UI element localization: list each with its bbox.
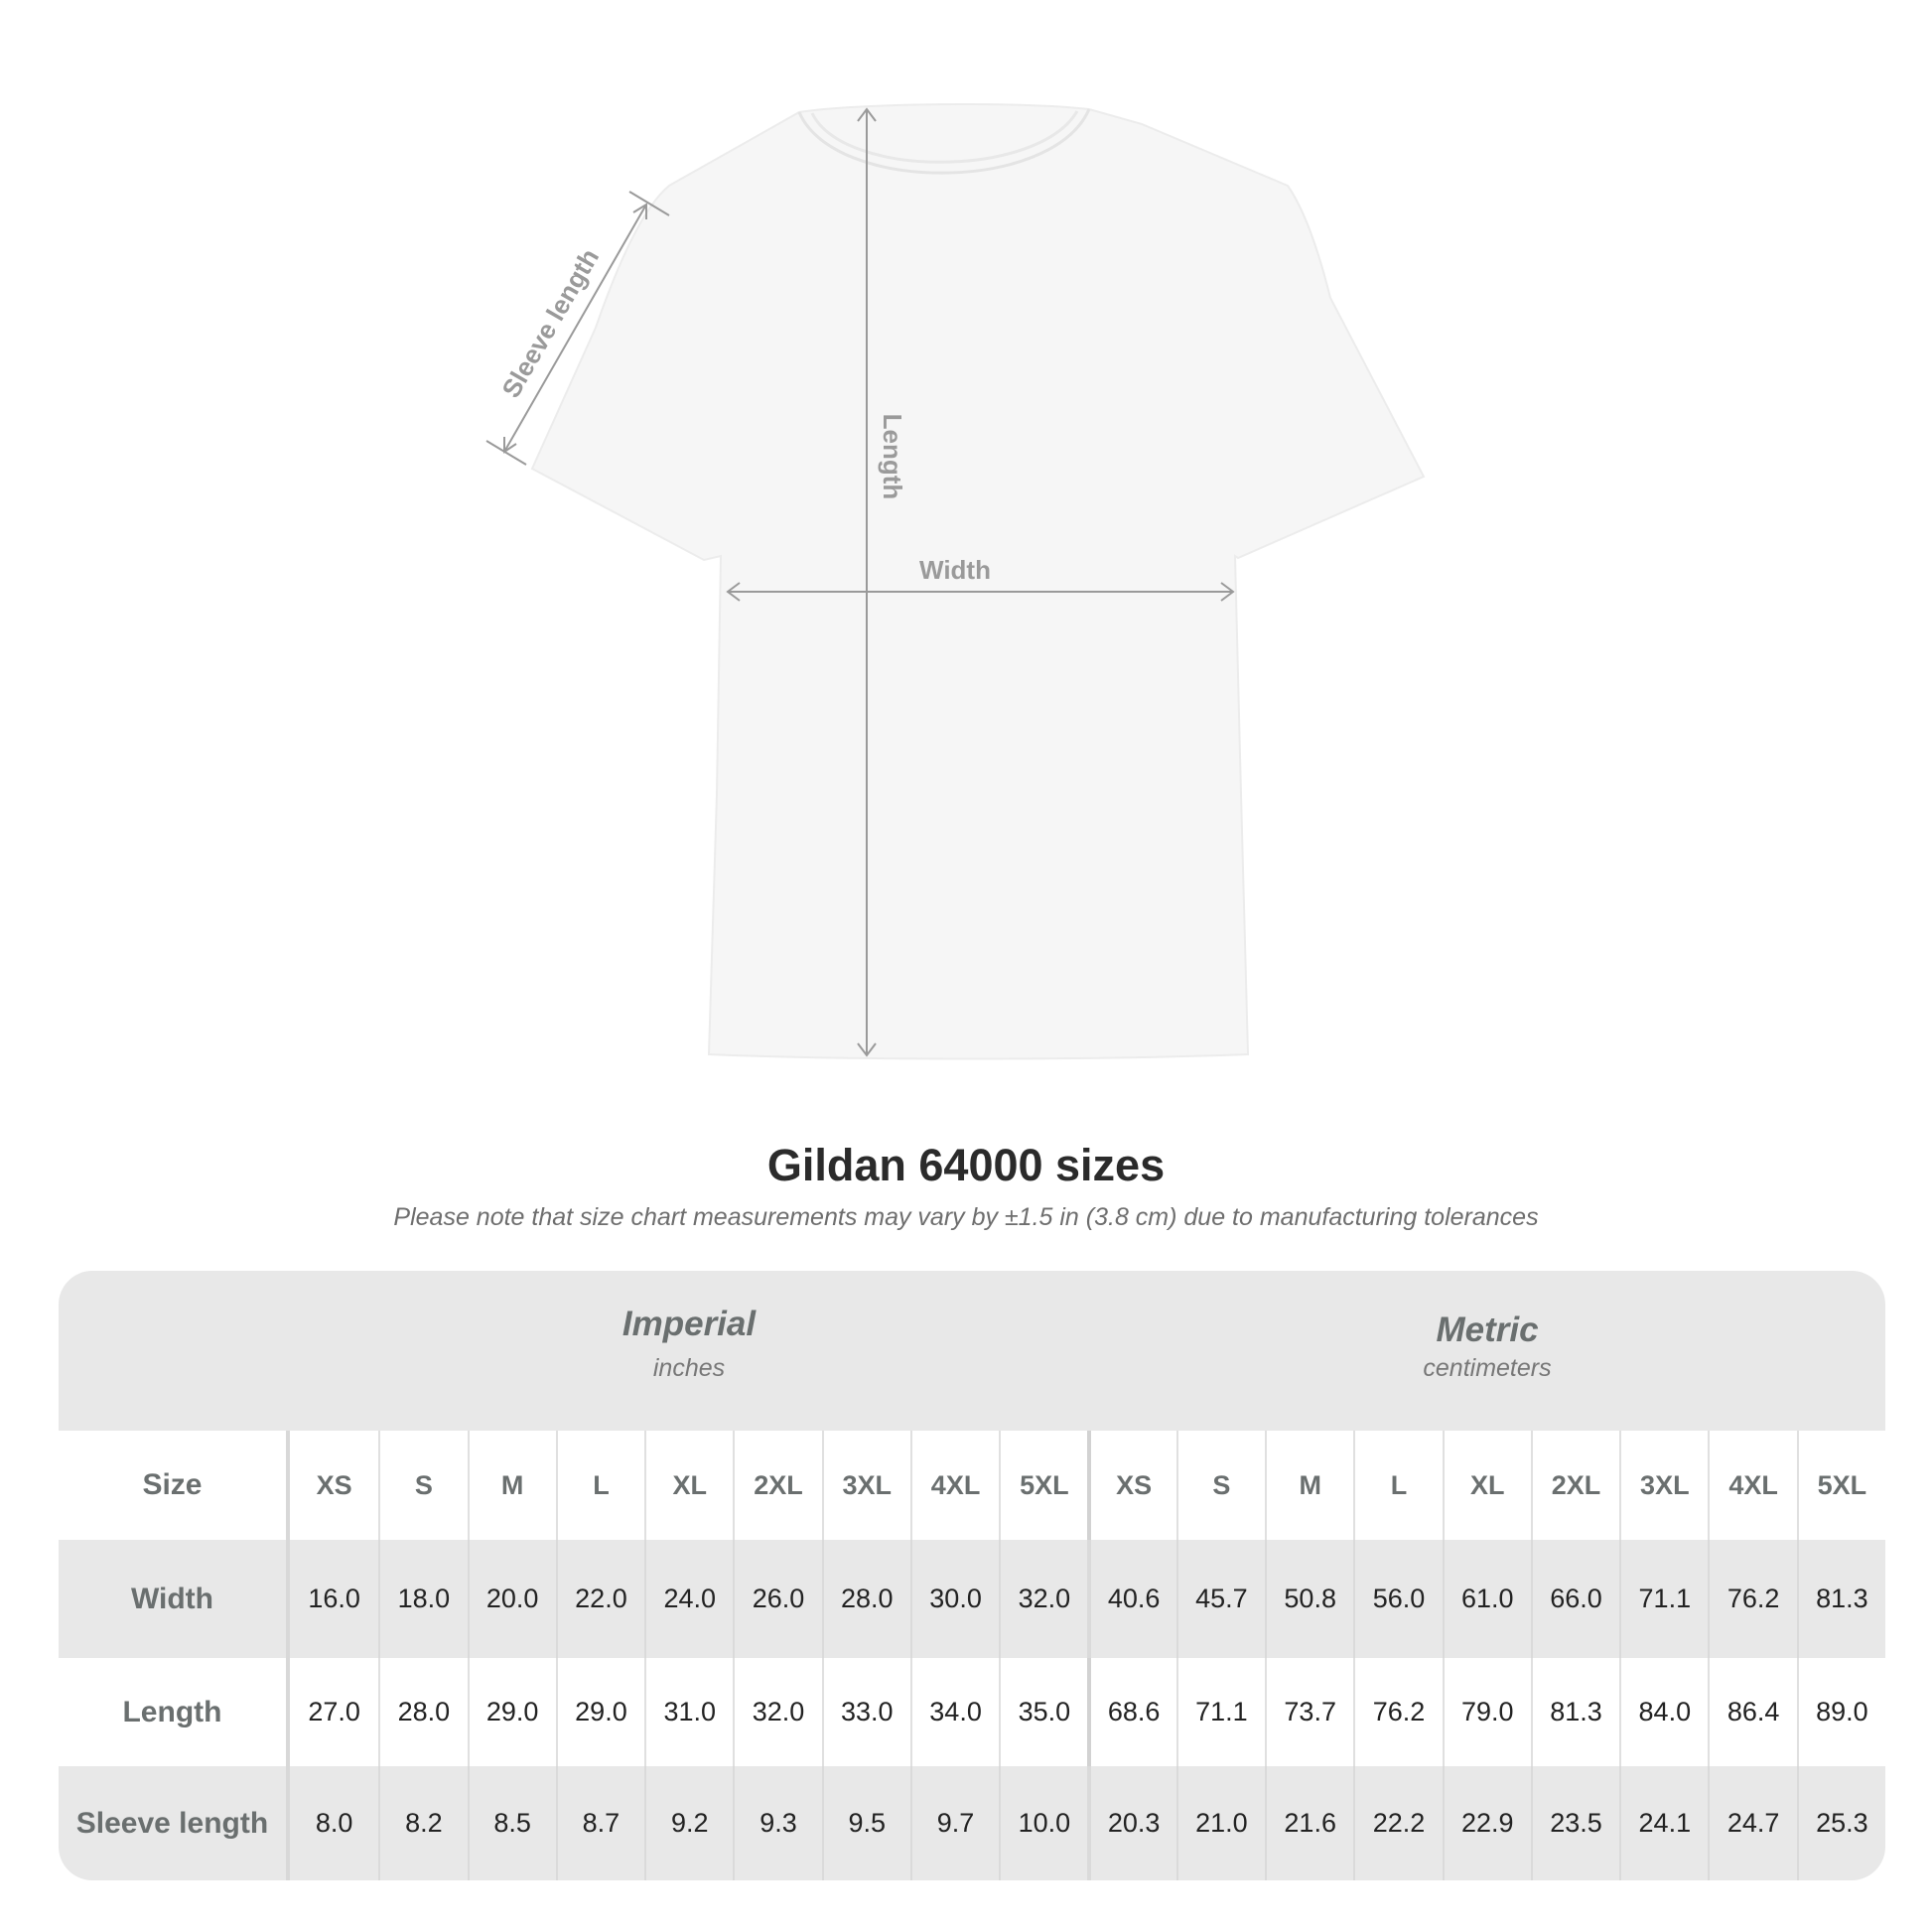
row-label: Size xyxy=(59,1431,290,1540)
table-cell: 34.0 xyxy=(909,1658,999,1766)
size-header-cell: 5XL xyxy=(999,1431,1087,1540)
table-cell: 32.0 xyxy=(733,1658,821,1766)
size-header-cell: 5XL xyxy=(1796,1431,1885,1540)
row-width: Width 16.0 18.0 20.0 22.0 24.0 26.0 28.0 30.0 32.… xyxy=(59,1540,1885,1658)
table-cell: 21.0 xyxy=(1175,1766,1265,1880)
table-cell: 32.0 xyxy=(999,1540,1087,1658)
table-cell: 20.3 xyxy=(1087,1766,1175,1880)
size-header-cell: L xyxy=(555,1431,644,1540)
row-label: Width xyxy=(59,1540,290,1658)
row-label: Length xyxy=(59,1658,290,1766)
table-cell: 9.3 xyxy=(733,1766,821,1880)
width-label: Width xyxy=(919,555,991,585)
table-cell: 22.9 xyxy=(1442,1766,1531,1880)
table-cell: 9.7 xyxy=(909,1766,999,1880)
table-cell: 29.0 xyxy=(555,1658,644,1766)
tshirt-shape xyxy=(530,102,1426,1060)
table-cell: 8.0 xyxy=(315,1808,353,1838)
table-cell: 84.0 xyxy=(1619,1658,1708,1766)
size-header-cell: XL xyxy=(644,1431,733,1540)
table-cell: 28.0 xyxy=(378,1658,467,1766)
table-cell: 79.0 xyxy=(1442,1658,1531,1766)
table-cell: 27.0 xyxy=(308,1697,360,1726)
length-label: Length xyxy=(878,414,907,500)
table-cell: 71.1 xyxy=(1175,1658,1265,1766)
table-cell: 9.2 xyxy=(644,1766,733,1880)
table-cell: 29.0 xyxy=(467,1658,556,1766)
table-cell: 45.7 xyxy=(1175,1540,1265,1658)
width-arrow xyxy=(726,582,1235,602)
row-sleeve-length: Sleeve length 8.0 8.2 8.5 8.7 9.2 9.3 9.5 9.7 10.… xyxy=(59,1766,1885,1880)
table-cell: 30.0 xyxy=(909,1540,999,1658)
table-cell: 25.3 xyxy=(1796,1766,1885,1880)
table-cell: 40.6 xyxy=(1087,1540,1175,1658)
size-row: Size XS S M L XL 2XL 3XL 4XL 5XL XS S M L XL 2XL 3XL 4XL 5… xyxy=(59,1431,1885,1540)
size-table: Imperial inches Metric centimeters Size X… xyxy=(59,1271,1885,1880)
table-cell: 28.0 xyxy=(821,1540,910,1658)
table-cell: 50.8 xyxy=(1265,1540,1353,1658)
row-length: Length 27.0 28.0 29.0 29.0 31.0 32.0 33.0 34.0 35… xyxy=(59,1658,1885,1766)
table-cell: 22.0 xyxy=(555,1540,644,1658)
table-cell: 31.0 xyxy=(644,1658,733,1766)
tshirt-collar xyxy=(797,108,1091,175)
table-cell: 89.0 xyxy=(1796,1658,1885,1766)
size-header-cell: S xyxy=(1175,1431,1265,1540)
size-header-cell: XL xyxy=(1442,1431,1531,1540)
table-cell: 81.3 xyxy=(1530,1658,1619,1766)
table-cell: 9.5 xyxy=(821,1766,910,1880)
size-header-cell: XS xyxy=(1087,1431,1175,1540)
length-arrow xyxy=(857,107,877,1057)
table-cell: 16.0 xyxy=(308,1584,360,1613)
table-cell: 35.0 xyxy=(999,1658,1087,1766)
table-cell: 33.0 xyxy=(821,1658,910,1766)
table-cell: 86.4 xyxy=(1708,1658,1796,1766)
size-header-cell: 3XL xyxy=(821,1431,910,1540)
table-cell: 23.5 xyxy=(1530,1766,1619,1880)
table-cell: 8.7 xyxy=(555,1766,644,1880)
size-header-cell: S xyxy=(378,1431,467,1540)
table-cell: 24.1 xyxy=(1619,1766,1708,1880)
table-cell: 81.3 xyxy=(1796,1540,1885,1658)
table-cell: 76.2 xyxy=(1353,1658,1442,1766)
size-header-cell: 3XL xyxy=(1619,1431,1708,1540)
table-cell: 18.0 xyxy=(378,1540,467,1658)
size-header-cell: 4XL xyxy=(1708,1431,1796,1540)
size-header-cell: 2XL xyxy=(733,1431,821,1540)
table-cell: 8.2 xyxy=(378,1766,467,1880)
row-label: Sleeve length xyxy=(59,1766,290,1880)
size-header-cell: 2XL xyxy=(1530,1431,1619,1540)
size-header-cell: XS xyxy=(316,1469,352,1500)
table-cell: 24.7 xyxy=(1708,1766,1796,1880)
size-header-cell: M xyxy=(1265,1431,1353,1540)
table-cell: 71.1 xyxy=(1619,1540,1708,1658)
page-title: Gildan 64000 sizes xyxy=(766,1140,1166,1190)
metric-unit: centimeters xyxy=(1423,1354,1552,1382)
table-cell: 66.0 xyxy=(1530,1540,1619,1658)
tshirt-diagram: Length Width Sleeve length xyxy=(485,102,1426,1060)
table-cell: 56.0 xyxy=(1353,1540,1442,1658)
sleeve-length-arrow xyxy=(485,191,670,466)
table-cell: 24.0 xyxy=(644,1540,733,1658)
table-cell: 10.0 xyxy=(999,1766,1087,1880)
size-header-cell: 4XL xyxy=(909,1431,999,1540)
table-cell: 20.0 xyxy=(467,1540,556,1658)
page-subtitle: Please note that size chart measurements… xyxy=(393,1203,1539,1231)
table-cell: 21.6 xyxy=(1265,1766,1353,1880)
imperial-header: Imperial inches xyxy=(290,1271,1088,1431)
size-header-cell: L xyxy=(1353,1431,1442,1540)
table-cell: 26.0 xyxy=(733,1540,821,1658)
table-cell: 76.2 xyxy=(1708,1540,1796,1658)
imperial-unit: inches xyxy=(652,1354,726,1382)
table-cell: 68.6 xyxy=(1087,1658,1175,1766)
imperial-title: Imperial xyxy=(621,1305,757,1343)
table-cell: 22.2 xyxy=(1353,1766,1442,1880)
metric-header: Metric centimeters xyxy=(1088,1271,1885,1431)
table-cell: 8.5 xyxy=(467,1766,556,1880)
metric-title: Metric xyxy=(1436,1311,1539,1349)
table-cell: 73.7 xyxy=(1265,1658,1353,1766)
table-cell: 61.0 xyxy=(1442,1540,1531,1658)
size-header-cell: M xyxy=(467,1431,556,1540)
